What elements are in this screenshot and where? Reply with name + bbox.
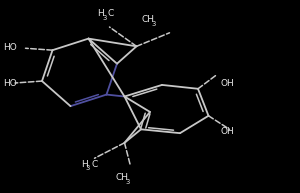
Text: OH: OH xyxy=(220,80,234,88)
Text: CH: CH xyxy=(141,15,154,24)
Text: HO: HO xyxy=(3,80,17,88)
Text: H: H xyxy=(98,9,104,18)
Text: H: H xyxy=(81,160,88,168)
Text: HO: HO xyxy=(3,43,17,52)
Text: 3: 3 xyxy=(86,165,90,171)
Text: 3: 3 xyxy=(126,179,130,185)
Text: 3: 3 xyxy=(102,15,106,21)
Text: CH: CH xyxy=(116,173,128,182)
Text: OH: OH xyxy=(220,127,234,136)
Text: C: C xyxy=(108,9,114,18)
Text: 3: 3 xyxy=(151,20,155,27)
Text: C: C xyxy=(91,160,98,168)
